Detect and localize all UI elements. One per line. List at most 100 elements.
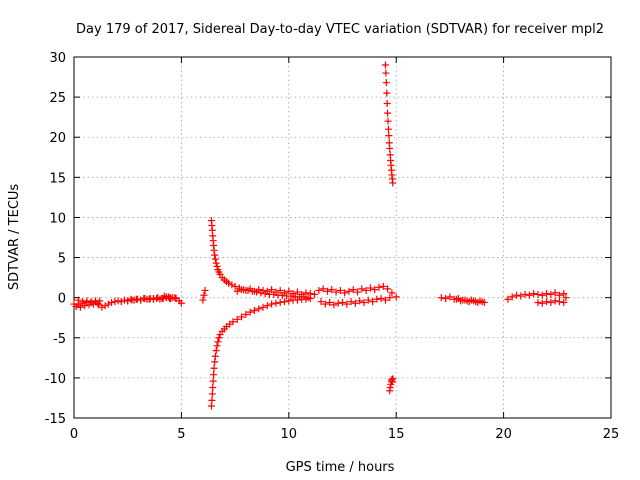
data-point (504, 295, 512, 303)
data-point (104, 300, 112, 308)
data-point (225, 279, 233, 287)
data-point (259, 286, 267, 294)
data-point (364, 296, 372, 304)
data-point (551, 289, 559, 297)
data-point (382, 69, 390, 77)
data-point (268, 300, 276, 308)
data-point (177, 299, 185, 307)
data-point (341, 289, 349, 297)
data-point (354, 288, 362, 296)
data-point (165, 293, 173, 301)
x-tick-label: 25 (603, 427, 620, 442)
data-point (137, 296, 145, 304)
data-point (154, 294, 162, 302)
data-point (98, 303, 106, 311)
chart-title: Day 179 of 2017, Sidereal Day-to-day VTE… (76, 22, 604, 37)
data-point (91, 298, 99, 306)
data-point (276, 286, 284, 294)
data-point (343, 300, 351, 308)
data-point (233, 315, 241, 323)
data-point (210, 364, 218, 372)
data-point (373, 295, 381, 303)
x-tick-label: 15 (388, 427, 405, 442)
data-point (272, 288, 280, 296)
data-point (128, 296, 136, 304)
y-tick-label: 20 (49, 131, 66, 146)
data-point (534, 298, 542, 306)
data-point (470, 297, 478, 305)
data-point (214, 338, 222, 346)
data-point (268, 286, 276, 294)
data-point (242, 286, 250, 294)
data-point (160, 292, 168, 300)
y-tick-label: 25 (49, 91, 66, 106)
data-point (339, 298, 346, 306)
data-point (356, 297, 364, 305)
y-tick-label: 0 (58, 292, 66, 307)
data-point (132, 295, 140, 303)
data-point (311, 290, 319, 298)
data-point (530, 290, 538, 298)
data-point (326, 298, 334, 306)
data-point (347, 298, 355, 306)
data-point (547, 298, 555, 306)
data-point (525, 291, 533, 299)
data-point (560, 290, 568, 298)
data-point (200, 291, 208, 299)
data-point (213, 262, 221, 270)
data-point (211, 251, 219, 259)
data-point (521, 290, 529, 298)
data-point (212, 259, 220, 267)
y-tick-label: 15 (49, 171, 66, 186)
data-point (442, 294, 450, 302)
data-point (211, 255, 219, 263)
data-points (70, 61, 570, 410)
data-point (263, 302, 271, 310)
data-point (250, 287, 258, 295)
data-point (255, 286, 263, 294)
data-point (383, 100, 391, 108)
data-point (388, 378, 396, 386)
data-point (555, 291, 563, 299)
data-point (263, 287, 271, 295)
data-point (211, 352, 219, 360)
data-point (210, 246, 218, 254)
data-point (457, 297, 465, 305)
data-point (360, 298, 368, 306)
data-point (362, 286, 370, 294)
data-point (101, 302, 109, 310)
data-point (120, 296, 128, 304)
data-point (246, 308, 254, 316)
data-point (377, 294, 385, 302)
data-point (508, 293, 516, 301)
data-point (358, 285, 366, 293)
data-point (389, 179, 397, 187)
data-point (285, 297, 293, 305)
y-tick-label: -5 (53, 332, 66, 347)
data-point (209, 377, 217, 385)
y-tick-label: -15 (45, 412, 66, 427)
data-point (383, 89, 391, 97)
data-point (209, 384, 217, 392)
data-point (547, 290, 555, 298)
data-point (285, 287, 293, 295)
data-point (369, 298, 377, 306)
data-point (319, 285, 327, 293)
data-point (382, 79, 390, 87)
data-point (87, 298, 95, 306)
data-point (114, 297, 122, 305)
y-axis-label: SDTVAR / TECUs (7, 184, 22, 291)
data-point (351, 299, 359, 307)
data-point (117, 298, 125, 306)
data-point (386, 294, 394, 302)
y-tick-label: 5 (58, 252, 66, 267)
data-point (334, 299, 342, 307)
data-point (389, 375, 397, 383)
data-point (233, 287, 241, 295)
data-point (208, 396, 216, 404)
data-point (323, 287, 331, 295)
data-point (199, 296, 207, 304)
data-point (315, 286, 323, 294)
data-point (289, 290, 297, 298)
